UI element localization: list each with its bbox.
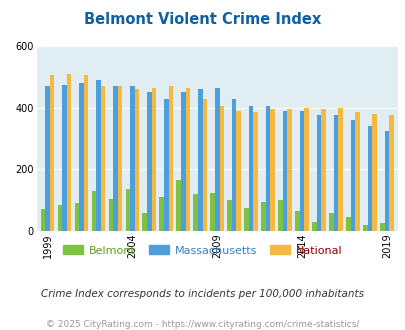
Bar bbox=[125, 189, 130, 231]
Legend: Belmont, Massachusetts, National: Belmont, Massachusetts, National bbox=[59, 241, 346, 260]
Bar bbox=[193, 194, 198, 231]
Bar bbox=[147, 92, 151, 231]
Bar bbox=[58, 205, 62, 231]
Bar bbox=[371, 114, 376, 231]
Bar bbox=[388, 115, 393, 231]
Bar bbox=[316, 115, 320, 231]
Bar bbox=[350, 120, 354, 231]
Bar bbox=[236, 111, 241, 231]
Bar bbox=[328, 213, 333, 231]
Bar bbox=[108, 199, 113, 231]
Bar bbox=[345, 217, 350, 231]
Bar bbox=[219, 106, 224, 231]
Bar bbox=[214, 88, 219, 231]
Bar bbox=[384, 131, 388, 231]
Bar bbox=[75, 203, 79, 231]
Bar bbox=[113, 86, 117, 231]
Bar bbox=[62, 85, 67, 231]
Bar bbox=[210, 192, 214, 231]
Bar bbox=[304, 108, 308, 231]
Bar bbox=[40, 210, 45, 231]
Bar bbox=[185, 88, 190, 231]
Bar bbox=[202, 99, 207, 231]
Bar bbox=[168, 86, 173, 231]
Bar bbox=[270, 109, 274, 231]
Bar bbox=[354, 113, 359, 231]
Bar bbox=[265, 106, 270, 231]
Bar bbox=[367, 126, 371, 231]
Bar bbox=[92, 191, 96, 231]
Bar bbox=[227, 200, 231, 231]
Bar bbox=[337, 108, 342, 231]
Bar bbox=[244, 208, 248, 231]
Bar bbox=[50, 76, 54, 231]
Bar bbox=[96, 80, 100, 231]
Bar bbox=[248, 106, 253, 231]
Bar bbox=[282, 111, 287, 231]
Bar bbox=[176, 180, 181, 231]
Bar bbox=[159, 197, 164, 231]
Bar bbox=[362, 225, 367, 231]
Bar bbox=[181, 92, 185, 231]
Bar bbox=[79, 83, 83, 231]
Bar bbox=[294, 211, 299, 231]
Bar bbox=[67, 74, 71, 231]
Bar bbox=[311, 222, 316, 231]
Bar bbox=[333, 115, 337, 231]
Bar bbox=[379, 223, 384, 231]
Bar bbox=[164, 99, 168, 231]
Bar bbox=[287, 109, 291, 231]
Bar bbox=[260, 202, 265, 231]
Bar bbox=[198, 89, 202, 231]
Bar bbox=[45, 86, 50, 231]
Bar bbox=[100, 86, 105, 231]
Bar bbox=[277, 200, 282, 231]
Text: Belmont Violent Crime Index: Belmont Violent Crime Index bbox=[84, 12, 321, 26]
Bar bbox=[117, 86, 122, 231]
Bar bbox=[151, 88, 156, 231]
Bar bbox=[134, 89, 139, 231]
Bar bbox=[320, 109, 325, 231]
Bar bbox=[231, 99, 236, 231]
Bar bbox=[83, 76, 88, 231]
Text: © 2025 CityRating.com - https://www.cityrating.com/crime-statistics/: © 2025 CityRating.com - https://www.city… bbox=[46, 320, 359, 329]
Bar bbox=[130, 86, 134, 231]
Bar bbox=[142, 213, 147, 231]
Text: Crime Index corresponds to incidents per 100,000 inhabitants: Crime Index corresponds to incidents per… bbox=[41, 289, 364, 299]
Bar bbox=[253, 113, 257, 231]
Bar bbox=[299, 111, 304, 231]
